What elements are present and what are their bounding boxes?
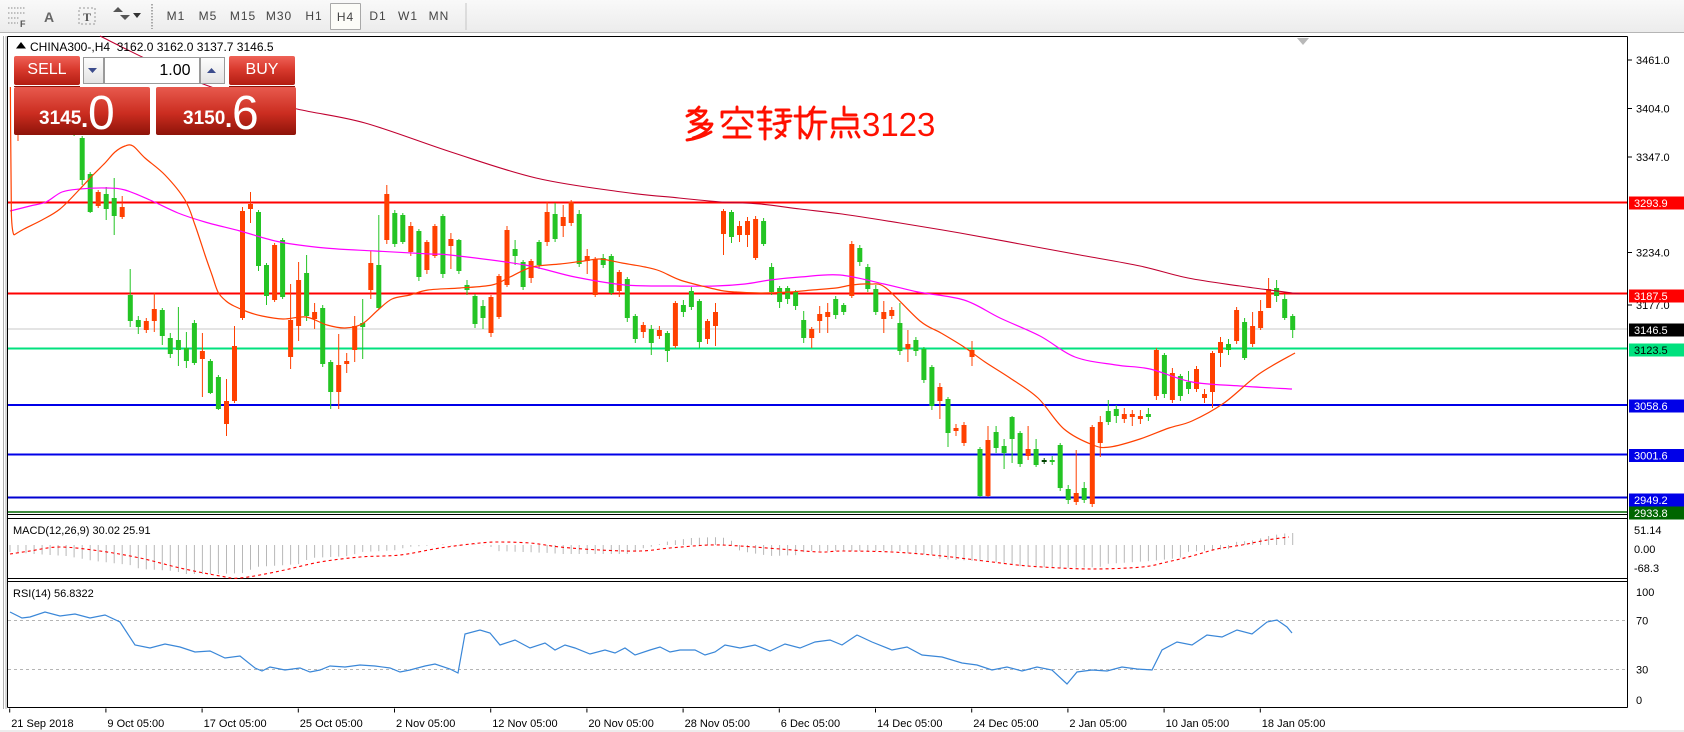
svg-text:6 Dec 05:00: 6 Dec 05:00 xyxy=(781,718,840,730)
svg-text:3123: 3123 xyxy=(862,106,935,143)
svg-text:10 Jan 05:00: 10 Jan 05:00 xyxy=(1166,718,1230,730)
svg-text:20 Nov 05:00: 20 Nov 05:00 xyxy=(588,718,653,730)
svg-text:3187.5: 3187.5 xyxy=(1634,291,1668,303)
svg-text:3001.6: 3001.6 xyxy=(1634,451,1668,463)
svg-text:24 Dec 05:00: 24 Dec 05:00 xyxy=(973,718,1038,730)
svg-text:12 Nov 05:00: 12 Nov 05:00 xyxy=(492,718,557,730)
svg-text:0: 0 xyxy=(1636,695,1642,707)
svg-text:70: 70 xyxy=(1636,616,1648,628)
svg-text:14 Dec 05:00: 14 Dec 05:00 xyxy=(877,718,942,730)
svg-text:RSI(14) 56.8322: RSI(14) 56.8322 xyxy=(13,588,94,600)
svg-text:17 Oct 05:00: 17 Oct 05:00 xyxy=(204,718,267,730)
svg-text:3461.0: 3461.0 xyxy=(1636,55,1670,67)
svg-text:CHINA300-,H4 3162.0 3162.0 31: CHINA300-,H4 3162.0 3162.0 3137.7 3146.5 xyxy=(30,40,274,54)
svg-text:0.00: 0.00 xyxy=(1634,544,1655,556)
svg-text:2949.2: 2949.2 xyxy=(1634,495,1668,507)
svg-text:30: 30 xyxy=(1636,665,1648,677)
svg-text:100: 100 xyxy=(1636,587,1654,599)
svg-text:2 Jan 05:00: 2 Jan 05:00 xyxy=(1069,718,1127,730)
svg-text:A: A xyxy=(44,9,54,25)
svg-text:18 Jan 05:00: 18 Jan 05:00 xyxy=(1262,718,1326,730)
svg-text:3058.6: 3058.6 xyxy=(1634,401,1668,413)
svg-text:3404.0: 3404.0 xyxy=(1636,104,1670,116)
svg-text:3347.0: 3347.0 xyxy=(1636,152,1670,164)
svg-text:28 Nov 05:00: 28 Nov 05:00 xyxy=(685,718,750,730)
svg-text:MACD(12,26,9) 30.02 25.91: MACD(12,26,9) 30.02 25.91 xyxy=(13,525,151,537)
svg-text:F: F xyxy=(20,19,26,29)
svg-text:2 Nov 05:00: 2 Nov 05:00 xyxy=(396,718,455,730)
svg-text:25 Oct 05:00: 25 Oct 05:00 xyxy=(300,718,363,730)
svg-text:-68.3: -68.3 xyxy=(1634,563,1659,575)
svg-text:T: T xyxy=(83,10,91,24)
svg-text:3146.5: 3146.5 xyxy=(1634,325,1668,337)
svg-text:3123.5: 3123.5 xyxy=(1634,345,1668,357)
svg-text:9 Oct 05:00: 9 Oct 05:00 xyxy=(107,718,164,730)
svg-text:51.14: 51.14 xyxy=(1634,525,1662,537)
svg-text:3234.0: 3234.0 xyxy=(1636,248,1670,260)
svg-text:2933.8: 2933.8 xyxy=(1634,508,1668,520)
svg-text:3293.9: 3293.9 xyxy=(1634,198,1668,210)
svg-text:21 Sep 2018: 21 Sep 2018 xyxy=(11,718,73,730)
svg-text:3177.0: 3177.0 xyxy=(1636,300,1670,312)
